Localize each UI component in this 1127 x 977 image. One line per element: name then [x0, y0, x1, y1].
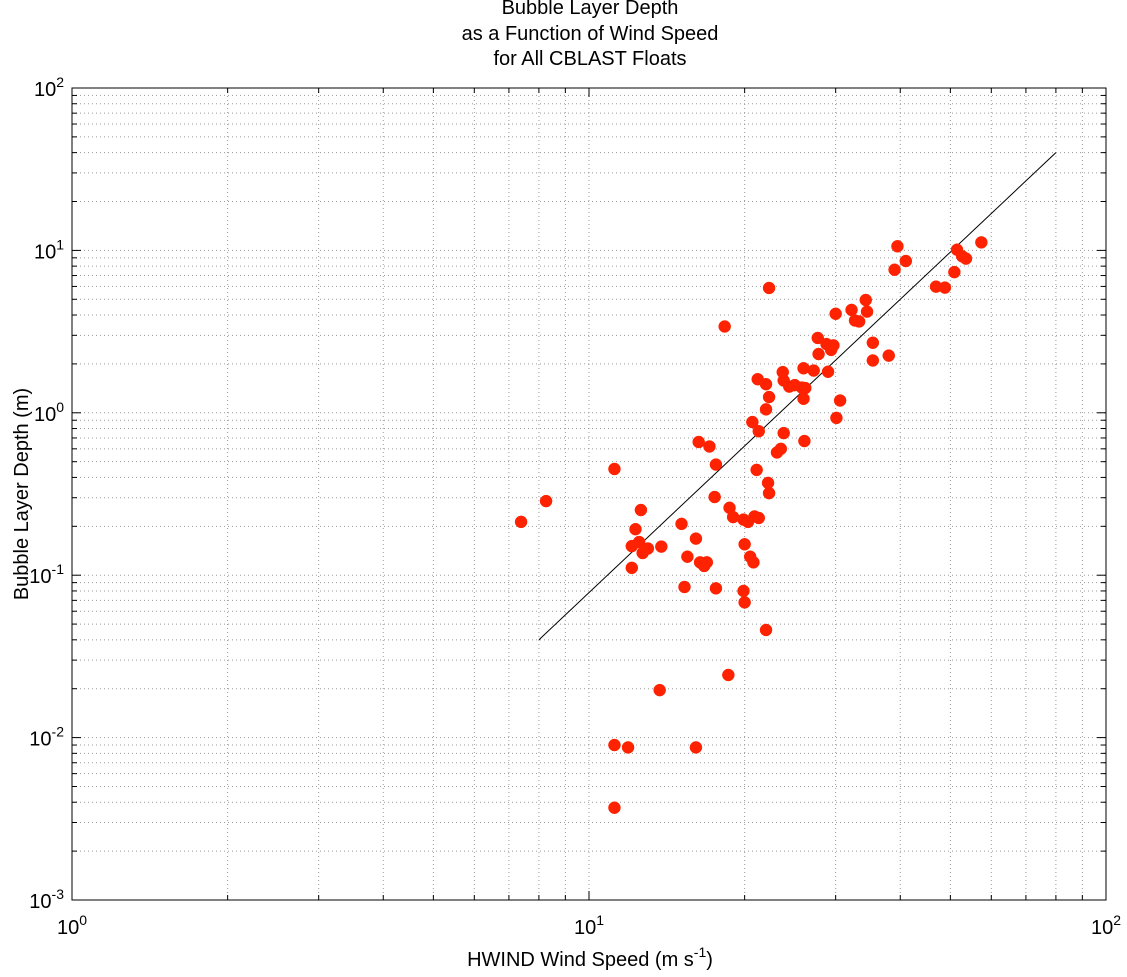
data-point [718, 320, 731, 333]
data-point [899, 254, 913, 268]
chart-title: Bubble Layer Depth [502, 0, 679, 19]
data-point [608, 801, 621, 814]
data-point [938, 281, 952, 294]
data-point [860, 305, 874, 318]
data-point [678, 580, 691, 594]
data-point [882, 349, 895, 362]
marks [514, 152, 1057, 814]
data-point [799, 381, 812, 395]
data-point [514, 515, 528, 529]
data-point [891, 240, 904, 253]
data-point [746, 415, 759, 429]
data-point [629, 522, 642, 536]
data-point [866, 354, 880, 367]
y-tick-label: 100 [34, 399, 64, 426]
fit-line [538, 152, 1057, 641]
data-point [747, 556, 760, 569]
x-tick-label: 101 [574, 912, 604, 939]
data-point [762, 281, 776, 295]
data-point [759, 403, 773, 416]
data-point [689, 532, 703, 545]
x-axis-label: HWIND Wind Speed (m s-1) [467, 944, 713, 971]
chart-title: as a Function of Wind Speed [462, 23, 719, 45]
data-point [777, 426, 790, 440]
data-point [737, 584, 750, 598]
data-point [829, 307, 842, 321]
data-point [621, 741, 635, 754]
data-point [726, 510, 740, 524]
data-point [681, 550, 694, 563]
data-point [625, 561, 639, 575]
data-point [752, 424, 766, 438]
data-point [700, 556, 714, 569]
y-tick-label: 10-3 [29, 886, 64, 913]
y-axis-label: Bubble Layer Depth (m) [11, 388, 33, 600]
data-point [738, 596, 751, 609]
data-point [759, 377, 773, 391]
x-tick-label: 102 [1091, 912, 1121, 939]
data-point [689, 741, 703, 754]
data-point [709, 458, 723, 471]
data-point [762, 390, 776, 404]
data-point [634, 503, 648, 517]
data-point [811, 331, 825, 345]
data-point [762, 486, 776, 500]
y-tick-label: 101 [34, 236, 64, 263]
y-tick-label: 10-2 [29, 724, 64, 751]
data-point [821, 365, 835, 378]
data-point [539, 494, 553, 508]
data-point [692, 435, 705, 449]
data-point [608, 738, 621, 752]
data-point [830, 411, 843, 425]
data-point [807, 364, 820, 377]
data-point [959, 252, 973, 265]
data-point [774, 442, 788, 456]
data-point [888, 263, 901, 277]
data-point [866, 336, 880, 349]
data-point [750, 463, 763, 477]
data-point [798, 434, 811, 448]
data-point [608, 462, 621, 476]
data-point [709, 582, 723, 595]
plot-frame [71, 87, 1107, 901]
data-point [827, 339, 840, 352]
data-point [833, 394, 847, 407]
data-point [708, 490, 721, 504]
y-tick-label: 10-1 [29, 561, 64, 588]
data-point [812, 347, 825, 361]
y-tick-label: 102 [34, 74, 64, 101]
data-point [655, 540, 668, 553]
data-point [722, 668, 735, 682]
data-point [738, 538, 751, 551]
chart-title: for All CBLAST Floats [493, 48, 686, 70]
data-point [759, 623, 773, 637]
data-point [975, 236, 988, 249]
data-point [797, 392, 810, 406]
data-point [859, 293, 872, 307]
data-point [752, 511, 766, 525]
data-point [703, 440, 716, 453]
data-point [845, 303, 858, 317]
data-point [653, 683, 666, 697]
data-point [641, 542, 655, 555]
data-point [675, 517, 688, 531]
x-tick-label: 100 [57, 912, 87, 939]
data-point [948, 265, 961, 279]
data-point [852, 315, 866, 328]
